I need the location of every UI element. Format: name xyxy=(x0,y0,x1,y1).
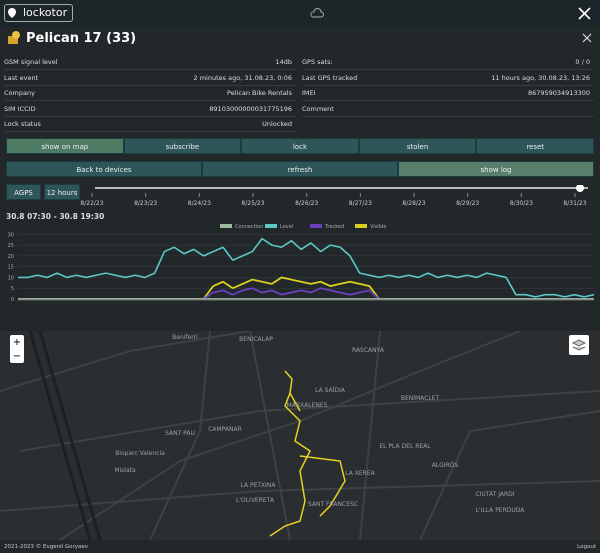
map-label: L'ILLA PERDUDA xyxy=(476,507,526,514)
copyright: 2021-2023 © Evgenii Goryaev xyxy=(4,544,89,550)
close-app[interactable] xyxy=(578,7,591,20)
series-line xyxy=(18,287,594,300)
agps-button[interactable]: AGPS xyxy=(6,184,41,200)
y-tick-label: 5 xyxy=(11,286,14,292)
slider-date: 8/22/23 xyxy=(80,200,103,207)
logout-link[interactable]: Logout xyxy=(577,544,596,550)
slider-handle xyxy=(576,185,584,192)
timeline-chart: 8/22/23 8/23/23 8/24/23 8/25/23 8/26/23 8/27/… xyxy=(6,185,595,303)
info-row: Last event 2 minutes ago, 31.08.23, 0:06 xyxy=(4,71,296,86)
legend-swatch xyxy=(310,224,322,228)
info-row: SIM ICCID 89103000000031775196 xyxy=(4,102,296,117)
map-label: CAMPANAR xyxy=(208,426,242,433)
info-row: Company Pelican Bike Rentals xyxy=(4,86,296,101)
slider-date: 8/28/23 xyxy=(402,200,425,207)
map-label: SANT PAU xyxy=(165,430,195,437)
info-value: 89103000000031775196 xyxy=(209,104,292,113)
info-value: 14db xyxy=(275,58,292,66)
map-label: LA PETXINA xyxy=(240,482,276,489)
legend-label: Tracked xyxy=(324,224,344,230)
action-button[interactable]: show on map xyxy=(6,138,124,154)
map-label: BENIMACLET xyxy=(401,395,440,402)
map-label: CIUTAT JARDÍ xyxy=(475,491,514,498)
slider-date: 8/27/23 xyxy=(349,200,372,207)
brand-button[interactable]: lockotor xyxy=(4,4,74,22)
map-label: Beniferri xyxy=(172,334,198,341)
legend-label: Connection xyxy=(235,224,263,230)
map-label: BENICALAP xyxy=(239,336,273,343)
info-label: Lock status xyxy=(4,120,41,128)
map-label: RASCANYA xyxy=(352,347,385,354)
map[interactable]: + − Beniferri BENICALAP RASCANYA LA SAÏDIA M… xyxy=(0,331,600,540)
close-device[interactable] xyxy=(582,33,592,43)
slider-date: 8/24/23 xyxy=(188,200,211,207)
info-value: Unlocked xyxy=(262,120,292,128)
slider-date: 8/31/23 xyxy=(563,200,586,207)
map-label: MARXALENES xyxy=(287,402,328,409)
info-value: 0 / 0 xyxy=(575,58,590,66)
map-label: L'OLIVERETA xyxy=(236,497,275,504)
legend-swatch xyxy=(220,224,232,228)
map-label: ALGIRÓS xyxy=(432,462,459,469)
map-label: LA XEREA xyxy=(345,470,375,477)
y-tick-label: 15 xyxy=(8,265,14,271)
map-label: EL PLA DEL REAL xyxy=(379,443,431,450)
slider-date: 8/25/23 xyxy=(241,200,264,207)
info-row: Last GPS tracked 11 hours ago, 30.08.23, … xyxy=(302,71,594,86)
y-tick-label: 30 xyxy=(8,232,14,238)
range-button[interactable]: 12 hours xyxy=(44,184,80,200)
action-button[interactable]: stolen xyxy=(358,138,477,154)
y-tick-label: 10 xyxy=(8,275,14,281)
map-label: Mislata xyxy=(114,467,136,474)
y-tick-label: 25 xyxy=(8,243,14,249)
slider-date: 8/26/23 xyxy=(295,200,318,207)
svg-text:+: + xyxy=(13,337,21,348)
map-label: LA SAÏDIA xyxy=(315,387,346,394)
info-label: GSM signal level xyxy=(4,58,58,66)
cloud-icon xyxy=(310,8,324,18)
nav-button[interactable]: Back to devices xyxy=(6,161,202,177)
info-label: Last event xyxy=(4,73,39,82)
info-row: Comment xyxy=(302,102,594,117)
info-row: GSM signal level 14db xyxy=(4,55,296,70)
info-row: GPS sats: 0 / 0 xyxy=(302,55,594,70)
info-value: 867959034913300 xyxy=(527,89,590,97)
series-line xyxy=(18,237,595,298)
map-label: SANT FRANCESC xyxy=(308,501,358,508)
action-button[interactable]: subscribe xyxy=(123,138,242,154)
nav-button[interactable]: show log xyxy=(398,161,594,177)
slider-date: 8/29/23 xyxy=(456,200,479,207)
y-tick-label: 20 xyxy=(8,254,14,260)
info-label: Company xyxy=(4,89,35,97)
nav-button[interactable]: refresh xyxy=(202,161,398,177)
device-title: Pelican 17 (33) xyxy=(26,31,137,46)
y-tick-label: 0 xyxy=(11,297,14,303)
info-value: 2 minutes ago, 31.08.23, 0:06 xyxy=(193,73,292,82)
info-label: IMEI xyxy=(302,89,316,97)
legend-label: Visible xyxy=(370,224,386,230)
info-row: Lock status Unlocked xyxy=(4,117,296,132)
pin-icon xyxy=(8,8,16,18)
info-value: 11 hours ago, 30.08.23, 13:26 xyxy=(491,73,590,82)
legend-swatch xyxy=(265,224,277,228)
action-button[interactable]: lock xyxy=(241,138,359,154)
info-label: Last GPS tracked xyxy=(302,73,358,82)
info-label: SIM ICCID xyxy=(4,104,36,113)
info-label: Comment xyxy=(302,104,334,113)
action-button[interactable]: reset xyxy=(476,138,594,154)
svg-text:−: − xyxy=(13,351,21,362)
slider-date: 8/23/23 xyxy=(134,200,157,207)
info-value: Pelican Bike Rentals xyxy=(227,89,292,97)
chart-title: 30.8 07:30 - 30.8 19:30 xyxy=(6,212,104,221)
top-bar: lockotor xyxy=(0,0,600,27)
info-label: GPS sats: xyxy=(302,58,333,66)
device-icon xyxy=(8,31,20,44)
legend-swatch xyxy=(355,224,367,228)
map-label: Bioparc Valencia xyxy=(115,450,165,457)
slider-date: 8/30/23 xyxy=(510,200,533,207)
legend-label: Level xyxy=(280,224,293,230)
info-row: IMEI 867959034913300 xyxy=(302,86,594,101)
